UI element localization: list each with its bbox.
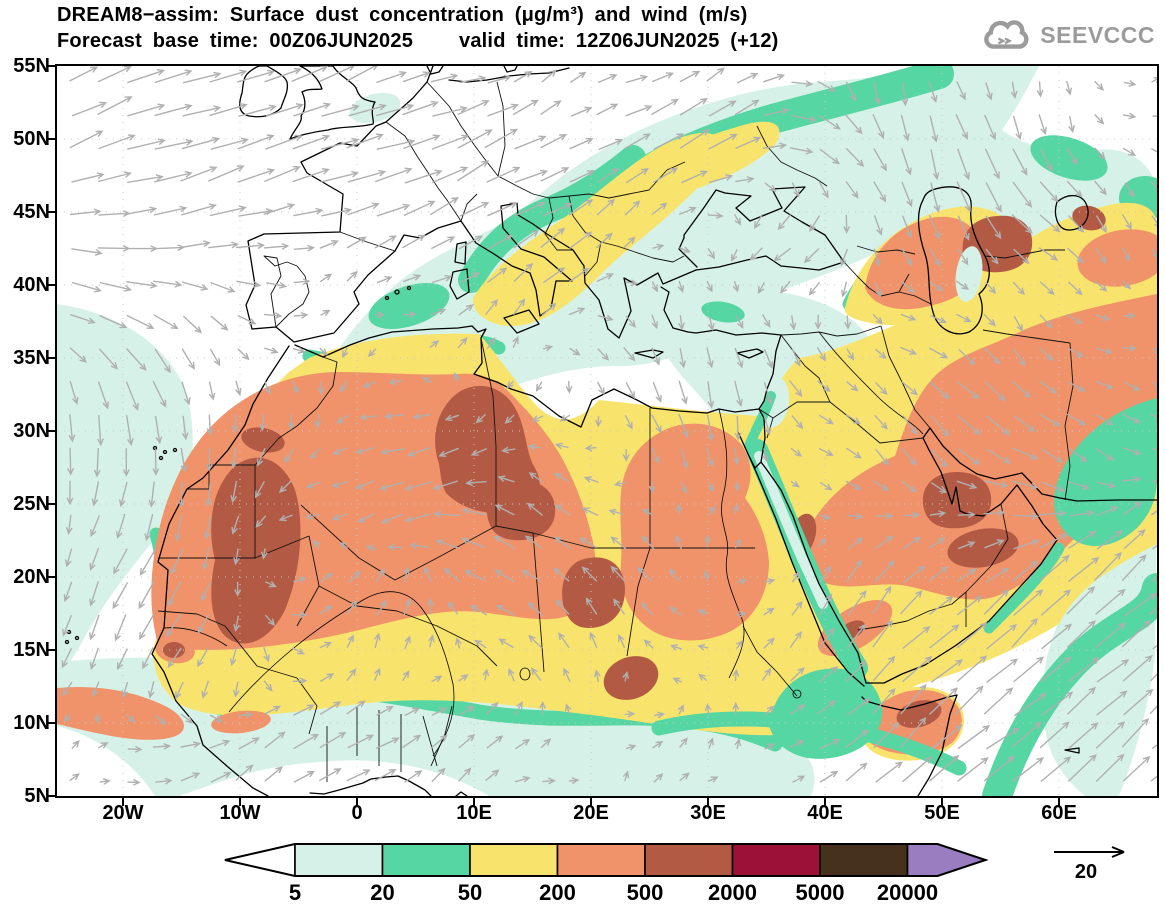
y-axis-label: 10N — [4, 712, 50, 734]
colorbar-label: 20 — [370, 880, 394, 905]
colorbar-segment — [295, 844, 383, 876]
x-axis-tick — [824, 798, 826, 806]
colorbar-segment-above-max — [908, 844, 986, 876]
y-axis-label: 20N — [4, 566, 50, 588]
y-axis-tick — [47, 649, 55, 651]
colorbar-segment — [558, 844, 646, 876]
colorbar-label: 200 — [539, 880, 576, 905]
plot-title: DREAM8−assim: Surface dust concentration… — [57, 4, 747, 27]
colorbar-label: 5000 — [796, 880, 845, 905]
y-axis-tick — [47, 722, 55, 724]
x-axis-tick — [590, 798, 592, 806]
y-axis-label: 55N — [4, 55, 50, 77]
x-axis-tick — [239, 798, 241, 806]
y-axis-tick — [47, 357, 55, 359]
colorbar-segment — [733, 844, 821, 876]
y-axis-label: 30N — [4, 420, 50, 442]
y-axis-tick — [47, 138, 55, 140]
valid-time: valid time: 12Z06JUN2025 (+12) — [459, 30, 779, 52]
colorbar-segment — [820, 844, 908, 876]
map-plot-area — [55, 64, 1159, 798]
forecast-base-time: Forecast base time: 00Z06JUN2025 — [57, 30, 413, 52]
seevccc-logo: SEEVCCC — [981, 18, 1155, 52]
y-axis-tick — [47, 211, 55, 213]
colorbar-segment — [470, 844, 558, 876]
plot-subtitle: Forecast base time: 00Z06JUN2025 valid ti… — [57, 30, 779, 53]
wind-reference-legend: 20 — [1040, 838, 1160, 900]
y-axis-tick — [47, 576, 55, 578]
y-axis-tick — [47, 430, 55, 432]
y-axis-tick — [47, 284, 55, 286]
cloud-icon — [981, 18, 1035, 52]
colorbar-segment — [383, 844, 471, 876]
y-axis-label: 50N — [4, 128, 50, 150]
dust-forecast-page: DREAM8−assim: Surface dust concentration… — [0, 0, 1165, 907]
y-axis-tick — [47, 503, 55, 505]
y-axis-label: 15N — [4, 639, 50, 661]
x-axis-tick — [473, 798, 475, 806]
colorbar-segment — [645, 844, 733, 876]
colorbar-label: 5 — [289, 880, 301, 905]
y-axis-tick — [47, 65, 55, 67]
x-axis-tick — [1058, 798, 1060, 806]
colorbar-label: 20000 — [877, 880, 938, 905]
x-axis-tick — [356, 798, 358, 806]
logo-text: SEEVCCC — [1040, 22, 1155, 49]
wind-reference-label: 20 — [1075, 861, 1097, 883]
colorbar-label: 2000 — [708, 880, 757, 905]
colorbar-segment-below-min — [225, 844, 295, 876]
colorbar-label: 50 — [458, 880, 482, 905]
y-axis-label: 25N — [4, 493, 50, 515]
y-axis-label: 35N — [4, 347, 50, 369]
y-axis-label: 5N — [4, 785, 50, 807]
colorbar: 5 20 50 200 500 2000 5000 20000 — [195, 840, 1005, 906]
y-axis-label: 45N — [4, 201, 50, 223]
x-axis-tick — [122, 798, 124, 806]
x-axis-tick — [941, 798, 943, 806]
x-axis-tick — [707, 798, 709, 806]
colorbar-label: 500 — [627, 880, 664, 905]
y-axis-label: 40N — [4, 274, 50, 296]
dust-concentration-map — [57, 66, 1157, 796]
y-axis-tick — [47, 795, 55, 797]
